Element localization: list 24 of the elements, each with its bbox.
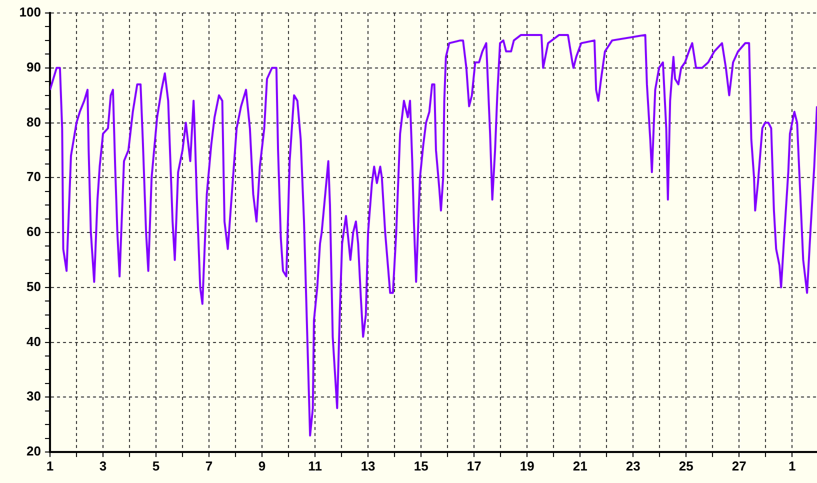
y-tick-label: 70	[26, 169, 41, 184]
x-tick-label: 1	[788, 458, 796, 474]
y-tick-label: 50	[26, 278, 41, 294]
y-tick-label: 20	[26, 444, 41, 459]
y-tick-label: 30	[26, 388, 41, 404]
x-tick-label: 11	[308, 458, 322, 474]
x-tick-label: 21	[572, 458, 588, 474]
x-tick-label: 1	[46, 458, 54, 474]
x-tick-label: 19	[520, 458, 534, 474]
x-tick-label: 17	[466, 458, 482, 474]
x-tick-label: 7	[205, 458, 213, 474]
y-tick-label: 90	[26, 59, 41, 74]
y-tick-label: 60	[26, 224, 41, 240]
x-tick-label: 25	[678, 458, 694, 474]
y-tick-label: 80	[26, 114, 41, 130]
x-tick-label: 13	[360, 458, 376, 474]
x-tick-label: 9	[258, 458, 266, 474]
y-tick-label: 100	[19, 4, 41, 20]
x-tick-label: 23	[626, 458, 640, 474]
x-tick-label: 15	[414, 458, 428, 474]
x-tick-label: 27	[732, 458, 746, 474]
x-tick-label: 5	[152, 458, 160, 474]
y-tick-label: 40	[26, 334, 41, 349]
x-tick-label: 3	[99, 458, 107, 474]
